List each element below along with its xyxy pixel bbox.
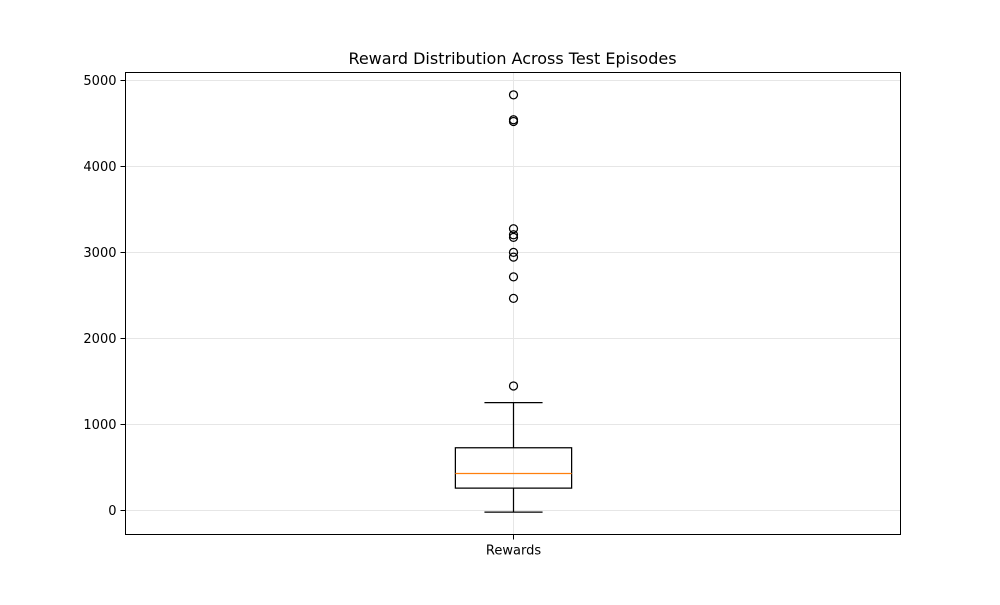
- y-tick-label: 0: [108, 504, 116, 519]
- chart-title: Reward Distribution Across Test Episodes: [348, 49, 676, 68]
- outlier-point: [508, 272, 519, 282]
- grid-lines: [125, 72, 901, 535]
- outlier-point: [508, 90, 519, 100]
- outlier-point: [508, 224, 519, 234]
- y-tick-label: 1000: [83, 418, 116, 433]
- outlier-point: [508, 252, 519, 262]
- axis-ticks: 0 1000 2000 3000 4000 5000 Rewards: [83, 74, 541, 559]
- y-tick-label: 3000: [83, 246, 116, 261]
- outlier-point: [508, 293, 519, 303]
- y-tick-label: 5000: [83, 74, 116, 89]
- outlier-point: [508, 381, 519, 391]
- interquartile-box: [454, 447, 573, 489]
- y-tick-label: 2000: [83, 332, 116, 347]
- plot-area: [454, 90, 573, 513]
- outlier-point: [508, 230, 519, 240]
- outlier-point: [508, 247, 519, 258]
- outlier-point: [508, 115, 519, 125]
- x-tick-label: Rewards: [486, 544, 541, 559]
- y-tick-label: 4000: [83, 160, 116, 175]
